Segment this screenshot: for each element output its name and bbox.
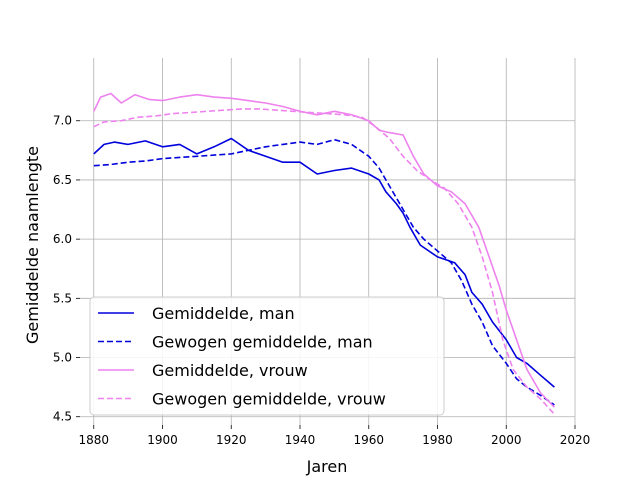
series-line-2 bbox=[93, 138, 555, 406]
legend-box bbox=[89, 296, 445, 416]
series-line-3 bbox=[93, 92, 555, 408]
series-line-1 bbox=[93, 137, 555, 388]
x-tick-label: 1940 bbox=[285, 433, 316, 447]
x-axis-ticks: 1880 1900 1920 1940 1960 1980 2000 2020 bbox=[78, 425, 590, 447]
x-tick-label: 1960 bbox=[353, 433, 384, 447]
y-axis-ticks: 4.5 5.0 5.5 6.0 6.5 7.0 bbox=[53, 114, 80, 424]
x-tick-label: 2020 bbox=[560, 433, 591, 447]
y-tick-label: 6.5 bbox=[53, 173, 72, 187]
legend-label: Gewogen gemiddelde, vrouw bbox=[152, 390, 386, 409]
x-tick-label: 1880 bbox=[78, 433, 109, 447]
y-tick-label: 5.5 bbox=[53, 291, 72, 305]
series-line-4 bbox=[93, 108, 555, 415]
legend-label: Gemiddelde, man bbox=[152, 304, 295, 323]
y-tick-label: 6.0 bbox=[53, 232, 72, 246]
x-tick-label: 1900 bbox=[147, 433, 178, 447]
x-axis-title: Jaren bbox=[306, 457, 348, 476]
x-tick-label: 1980 bbox=[422, 433, 453, 447]
legend: Gemiddelde, man Gewogen gemiddelde, man Ge… bbox=[89, 296, 445, 416]
y-tick-label: 5.0 bbox=[53, 351, 72, 365]
y-axis-title: Gemiddelde naamlengte bbox=[23, 146, 42, 344]
y-tick-label: 4.5 bbox=[53, 410, 72, 424]
x-tick-label: 2000 bbox=[491, 433, 522, 447]
y-tick-label: 7.0 bbox=[53, 114, 72, 128]
legend-label: Gemiddelde, vrouw bbox=[152, 361, 308, 380]
series-lines bbox=[93, 92, 555, 415]
x-tick-label: 1920 bbox=[216, 433, 247, 447]
legend-label: Gewogen gemiddelde, man bbox=[152, 333, 373, 352]
